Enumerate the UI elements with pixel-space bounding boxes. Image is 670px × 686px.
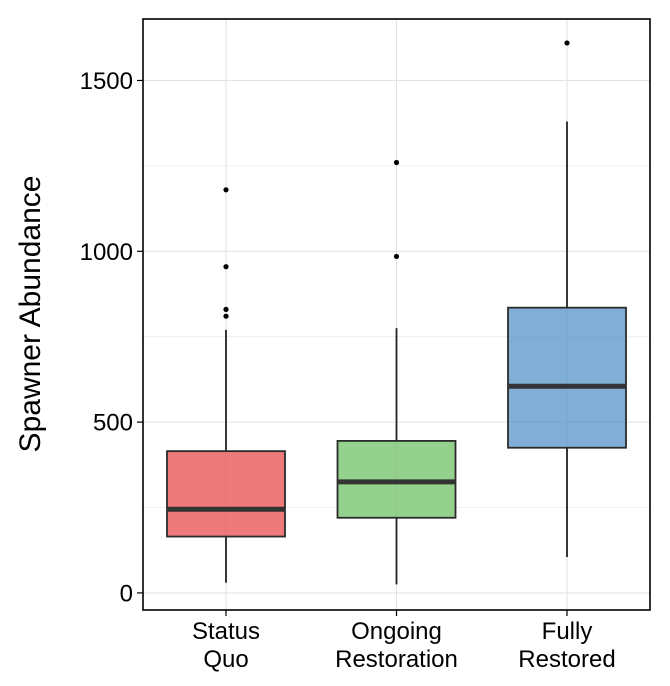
box-iqr: [336, 439, 457, 519]
outlier-point: [223, 313, 229, 319]
x-tick-label: Restoration: [335, 646, 458, 673]
box-iqr: [507, 306, 627, 449]
outlier-point: [393, 159, 400, 166]
y-tick-label: 1500: [80, 68, 133, 95]
outlier-point: [223, 306, 229, 312]
outlier-point: [223, 264, 229, 270]
box-iqr: [166, 450, 286, 538]
y-axis-title: Spawner Abundance: [14, 176, 47, 453]
y-tick-label: 1000: [80, 239, 133, 266]
x-tick-label: Restored: [518, 646, 615, 673]
box-3: [507, 40, 627, 558]
box-2: [336, 159, 457, 585]
x-tick-label: Status: [192, 618, 260, 645]
box-1: [166, 187, 286, 583]
outlier-point: [564, 40, 570, 46]
x-tick-label: Fully: [542, 618, 593, 645]
x-tick-label: Quo: [203, 646, 248, 673]
outlier-point: [223, 187, 229, 193]
y-tick-label: 500: [93, 410, 133, 437]
x-tick-label: Ongoing: [351, 618, 442, 645]
y-tick-label: 0: [120, 580, 133, 607]
outlier-point: [393, 253, 400, 260]
y-axis: 0 500 1000 1500: [80, 68, 143, 607]
boxes-layer: [166, 40, 627, 585]
